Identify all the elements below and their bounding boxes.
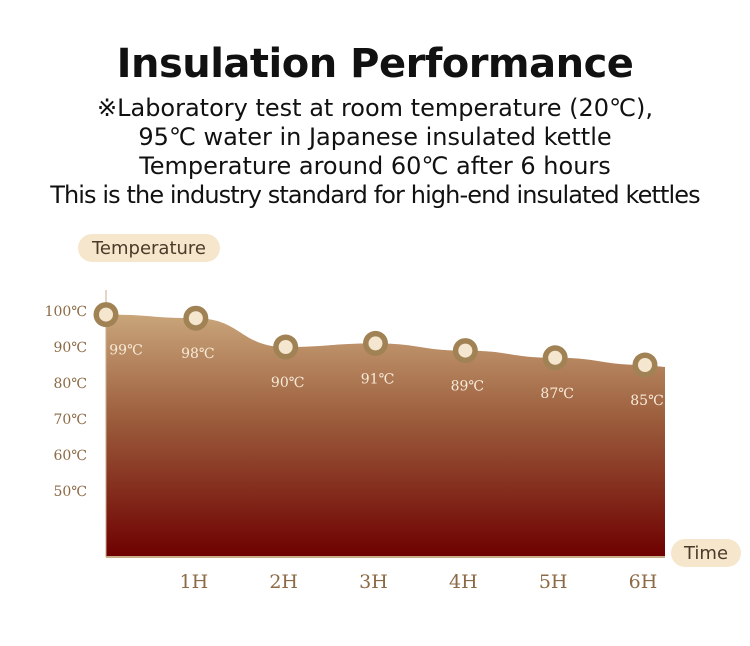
y-tick-label: 50℃	[54, 484, 87, 500]
data-label: 89℃	[451, 379, 484, 395]
x-tick-label: 2H	[269, 571, 298, 593]
y-tick-label: 60℃	[54, 448, 87, 464]
y-tick-label: 100℃	[45, 304, 87, 320]
data-label: 98℃	[181, 346, 214, 362]
data-label: 99℃	[109, 343, 142, 359]
x-axis-title-pill	[671, 539, 741, 567]
note-line-2: 95℃ water in Japanese insulated kettle	[138, 123, 612, 151]
x-tick-label: 5H	[539, 571, 568, 593]
data-point-center	[548, 350, 563, 365]
subtitle: ※Laboratory test at room temperature (20…	[0, 94, 750, 210]
data-label: 85℃	[630, 393, 663, 409]
data-point-center	[458, 343, 473, 358]
data-label: 91℃	[361, 371, 394, 387]
note-line-3: Temperature around 60℃ after 6 hours	[139, 152, 611, 180]
x-tick-label: 1H	[179, 571, 208, 593]
x-tick-label: 4H	[449, 571, 478, 593]
data-label: 87℃	[540, 386, 573, 402]
note-line-1: ※Laboratory test at room temperature (20…	[97, 94, 653, 122]
y-tick-label: 70℃	[54, 412, 87, 428]
data-point-center	[638, 358, 652, 372]
y-axis-title: Temperature	[91, 238, 206, 259]
data-point-center	[99, 307, 113, 322]
area-fill	[106, 314, 665, 557]
data-point-center	[278, 340, 293, 354]
y-axis-title-pill	[78, 234, 220, 262]
data-point-center	[188, 311, 203, 326]
data-label: 90℃	[271, 375, 304, 391]
y-tick-label: 80℃	[54, 376, 87, 392]
x-tick-label: 6H	[629, 571, 658, 593]
data-point-center	[368, 336, 383, 351]
x-axis-title: Time	[683, 543, 728, 564]
chart-title: Insulation Performance	[116, 41, 634, 87]
y-tick-label: 90℃	[54, 340, 87, 356]
x-tick-label: 3H	[359, 571, 388, 593]
note-line-4: This is the industry standard for high-e…	[50, 181, 700, 209]
